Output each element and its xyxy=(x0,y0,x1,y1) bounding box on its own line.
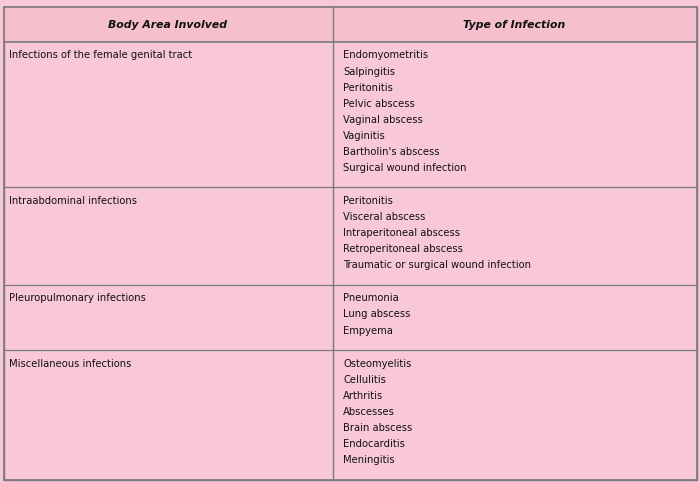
Text: Pleuropulmonary infections: Pleuropulmonary infections xyxy=(9,294,146,303)
Text: Surgical wound infection: Surgical wound infection xyxy=(343,163,466,173)
Text: Meningitis: Meningitis xyxy=(343,455,395,465)
Bar xyxy=(4,7,696,42)
Text: Arthritis: Arthritis xyxy=(343,391,384,401)
Text: Peritonitis: Peritonitis xyxy=(343,196,393,206)
Text: Endomyometritis: Endomyometritis xyxy=(343,51,428,61)
Text: Type of Infection: Type of Infection xyxy=(463,20,566,29)
Text: Vaginitis: Vaginitis xyxy=(343,131,386,141)
Text: Abscesses: Abscesses xyxy=(343,407,395,417)
Text: Lung abscess: Lung abscess xyxy=(343,309,410,320)
Text: Pelvic abscess: Pelvic abscess xyxy=(343,99,414,108)
Text: Salpingitis: Salpingitis xyxy=(343,67,395,77)
Text: Bartholin's abscess: Bartholin's abscess xyxy=(343,147,440,157)
Text: Peritonitis: Peritonitis xyxy=(343,82,393,93)
Text: Visceral abscess: Visceral abscess xyxy=(343,212,426,222)
Text: Miscellaneous infections: Miscellaneous infections xyxy=(9,359,132,369)
Text: Infections of the female genital tract: Infections of the female genital tract xyxy=(9,51,192,61)
Text: Intraperitoneal abscess: Intraperitoneal abscess xyxy=(343,228,460,238)
Text: Cellulitis: Cellulitis xyxy=(343,375,386,385)
Text: Pneumonia: Pneumonia xyxy=(343,294,399,303)
Text: Empyema: Empyema xyxy=(343,325,393,335)
Text: Body Area Involved: Body Area Involved xyxy=(108,20,228,29)
Text: Intraabdominal infections: Intraabdominal infections xyxy=(9,196,137,206)
Text: Osteomyelitis: Osteomyelitis xyxy=(343,359,412,369)
Text: Vaginal abscess: Vaginal abscess xyxy=(343,115,423,125)
Text: Brain abscess: Brain abscess xyxy=(343,423,412,433)
Text: Endocarditis: Endocarditis xyxy=(343,439,405,449)
Text: Traumatic or surgical wound infection: Traumatic or surgical wound infection xyxy=(343,260,531,270)
Text: Retroperitoneal abscess: Retroperitoneal abscess xyxy=(343,244,463,254)
